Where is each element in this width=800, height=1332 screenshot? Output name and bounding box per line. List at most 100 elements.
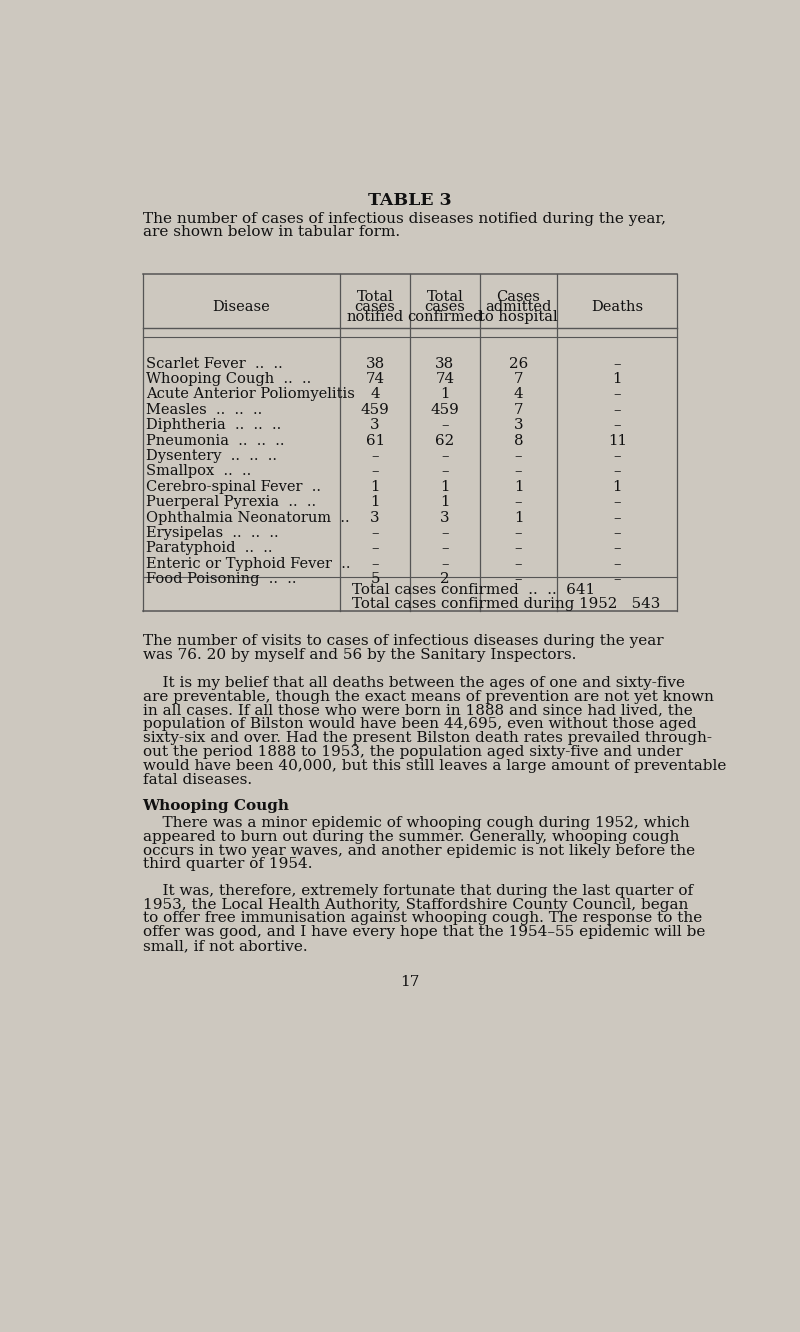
Text: 1: 1 <box>370 496 380 509</box>
Text: –: – <box>371 557 379 571</box>
Text: Total: Total <box>357 290 394 304</box>
Text: offer was good, and I have every hope that the 1954–55 epidemic will be: offer was good, and I have every hope th… <box>142 926 705 939</box>
Text: 17: 17 <box>400 975 420 988</box>
Text: Paratyphoid  ..  ..: Paratyphoid .. .. <box>146 541 273 555</box>
Text: 459: 459 <box>361 402 390 417</box>
Text: Puerperal Pyrexia  ..  ..: Puerperal Pyrexia .. .. <box>146 496 317 509</box>
Text: Pneumonia  ..  ..  ..: Pneumonia .. .. .. <box>146 434 285 448</box>
Text: –: – <box>441 541 449 555</box>
Text: 38: 38 <box>366 357 385 370</box>
Text: –: – <box>614 357 621 370</box>
Text: Whooping Cough  ..  ..: Whooping Cough .. .. <box>146 372 312 386</box>
Text: –: – <box>441 557 449 571</box>
Text: 5: 5 <box>370 573 380 586</box>
Text: to offer free immunisation against whooping cough. The response to the: to offer free immunisation against whoop… <box>142 911 702 926</box>
Text: 38: 38 <box>435 357 454 370</box>
Text: 1: 1 <box>613 372 622 386</box>
Text: –: – <box>614 418 621 433</box>
Text: 8: 8 <box>514 434 523 448</box>
Text: Total cases confirmed during 1952   543: Total cases confirmed during 1952 543 <box>352 597 660 611</box>
Text: would have been 40,000, but this still leaves a large amount of preventable: would have been 40,000, but this still l… <box>142 759 726 773</box>
Text: 26: 26 <box>509 357 528 370</box>
Text: 3: 3 <box>514 418 523 433</box>
Text: –: – <box>614 496 621 509</box>
Text: –: – <box>614 510 621 525</box>
Text: –: – <box>441 418 449 433</box>
Text: The number of visits to cases of infectious diseases during the year: The number of visits to cases of infecti… <box>142 634 663 649</box>
Text: Smallpox  ..  ..: Smallpox .. .. <box>146 465 252 478</box>
Text: 3: 3 <box>370 418 380 433</box>
Text: third quarter of 1954.: third quarter of 1954. <box>142 858 312 871</box>
Text: Erysipelas  ..  ..  ..: Erysipelas .. .. .. <box>146 526 279 539</box>
Text: –: – <box>441 526 449 539</box>
Text: 1: 1 <box>440 388 450 401</box>
Text: 7: 7 <box>514 402 523 417</box>
Text: sixty-six and over. Had the present Bilston death rates prevailed through-: sixty-six and over. Had the present Bils… <box>142 731 712 745</box>
Text: –: – <box>614 465 621 478</box>
Text: was 76. 20 by myself and 56 by the Sanitary Inspectors.: was 76. 20 by myself and 56 by the Sanit… <box>142 649 576 662</box>
Text: appeared to burn out during the summer. Generally, whooping cough: appeared to burn out during the summer. … <box>142 830 679 843</box>
Text: –: – <box>371 449 379 464</box>
Text: population of Bilston would have been 44,695, even without those aged: population of Bilston would have been 44… <box>142 718 696 731</box>
Text: in all cases. If all those who were born in 1888 and since had lived, the: in all cases. If all those who were born… <box>142 703 692 718</box>
Text: 4: 4 <box>514 388 523 401</box>
Text: 62: 62 <box>435 434 454 448</box>
Text: 1: 1 <box>613 480 622 494</box>
Text: Ophthalmia Neonatorum  ..: Ophthalmia Neonatorum .. <box>146 510 350 525</box>
Text: –: – <box>371 465 379 478</box>
Text: 61: 61 <box>366 434 385 448</box>
Text: It was, therefore, extremely fortunate that during the last quarter of: It was, therefore, extremely fortunate t… <box>142 883 693 898</box>
Text: –: – <box>614 449 621 464</box>
Text: cases: cases <box>354 300 395 314</box>
Text: 1: 1 <box>514 510 523 525</box>
Text: Cerebro-spinal Fever  ..: Cerebro-spinal Fever .. <box>146 480 322 494</box>
Text: TABLE 3: TABLE 3 <box>368 192 452 209</box>
Text: There was a minor epidemic of whooping cough during 1952, which: There was a minor epidemic of whooping c… <box>142 817 690 830</box>
Text: are preventable, though the exact means of prevention are not yet known: are preventable, though the exact means … <box>142 690 714 703</box>
Text: 1953, the Local Health Authority, Staffordshire County Council, began: 1953, the Local Health Authority, Staffo… <box>142 898 688 911</box>
Text: admitted: admitted <box>486 300 552 314</box>
Text: 1: 1 <box>440 496 450 509</box>
Text: –: – <box>614 388 621 401</box>
Text: Whooping Cough: Whooping Cough <box>142 799 290 813</box>
Text: The number of cases of infectious diseases notified during the year,: The number of cases of infectious diseas… <box>142 212 666 226</box>
Text: –: – <box>514 541 522 555</box>
Text: Total cases confirmed  ..  ..  641: Total cases confirmed .. .. 641 <box>352 583 595 597</box>
Text: –: – <box>514 557 522 571</box>
Text: confirmed: confirmed <box>407 310 482 325</box>
Text: Enteric or Typhoid Fever  ..: Enteric or Typhoid Fever .. <box>146 557 351 571</box>
Text: Dysentery  ..  ..  ..: Dysentery .. .. .. <box>146 449 278 464</box>
Text: 74: 74 <box>366 372 385 386</box>
Text: –: – <box>514 496 522 509</box>
Text: –: – <box>614 557 621 571</box>
Text: cases: cases <box>425 300 466 314</box>
Text: Cases: Cases <box>497 290 541 304</box>
Text: 1: 1 <box>370 480 380 494</box>
Text: Deaths: Deaths <box>591 300 643 314</box>
Text: –: – <box>514 449 522 464</box>
Text: Diphtheria  ..  ..  ..: Diphtheria .. .. .. <box>146 418 282 433</box>
Text: fatal diseases.: fatal diseases. <box>142 773 252 787</box>
Text: Scarlet Fever  ..  ..: Scarlet Fever .. .. <box>146 357 283 370</box>
Text: –: – <box>371 526 379 539</box>
Text: –: – <box>514 465 522 478</box>
Text: 1: 1 <box>514 480 523 494</box>
Text: 1: 1 <box>440 480 450 494</box>
Text: Measles  ..  ..  ..: Measles .. .. .. <box>146 402 262 417</box>
Text: –: – <box>614 526 621 539</box>
Text: –: – <box>614 541 621 555</box>
Text: –: – <box>614 573 621 586</box>
Text: small, if not abortive.: small, if not abortive. <box>142 939 307 954</box>
Text: 7: 7 <box>514 372 523 386</box>
Text: –: – <box>614 402 621 417</box>
Text: –: – <box>441 449 449 464</box>
Text: out the period 1888 to 1953, the population aged sixty-five and under: out the period 1888 to 1953, the populat… <box>142 745 682 759</box>
Text: 3: 3 <box>440 510 450 525</box>
Text: 11: 11 <box>608 434 627 448</box>
Text: Total: Total <box>426 290 463 304</box>
Text: Disease: Disease <box>213 300 270 314</box>
Text: 459: 459 <box>430 402 459 417</box>
Text: Food Poisoning  ..  ..: Food Poisoning .. .. <box>146 573 297 586</box>
Text: notified: notified <box>346 310 404 325</box>
Text: 2: 2 <box>440 573 450 586</box>
